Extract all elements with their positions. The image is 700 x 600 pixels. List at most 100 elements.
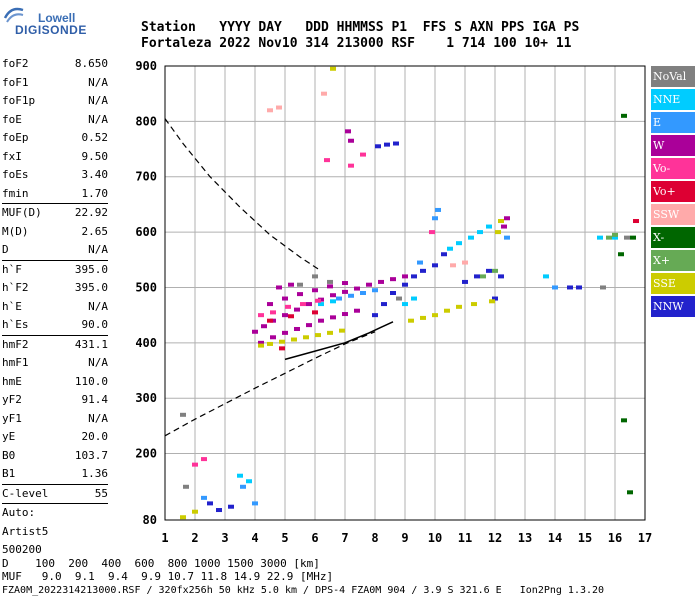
data-point [468, 235, 474, 240]
data-point [246, 479, 252, 484]
param-name: fmin [2, 186, 29, 200]
data-point [327, 330, 333, 335]
data-point [288, 314, 294, 319]
data-point [342, 312, 348, 317]
data-point [633, 219, 639, 224]
param-name: M(D) [2, 224, 29, 238]
x-tick-label: 5 [281, 531, 288, 545]
data-point [288, 282, 294, 287]
param-name: foE [2, 112, 22, 126]
param-name: C-level [2, 486, 49, 500]
header-values: Fortaleza 2022 Nov10 314 213000 RSF 1 71… [141, 36, 572, 51]
footer-distance-row: D 100 200 400 600 800 1000 1500 3000 [km… [2, 557, 320, 570]
param-row: D N/A [2, 241, 108, 260]
data-point [294, 307, 300, 312]
data-point [498, 219, 504, 224]
data-point [342, 289, 348, 294]
profile-curve-dashed-lower [164, 331, 376, 437]
data-point [267, 108, 273, 113]
logo-digisonde: DIGISONDE [15, 23, 87, 37]
param-value: 0.52 [81, 131, 109, 144]
x-tick-label: 12 [488, 531, 502, 545]
data-point [342, 281, 348, 286]
param-value: 395.0 [74, 262, 108, 276]
x-tick-label: 7 [341, 531, 348, 545]
param-name: h`F [2, 262, 22, 276]
x-tick-label: 14 [548, 531, 562, 545]
y-tick-label: 800 [135, 114, 157, 128]
data-point [252, 329, 258, 334]
data-point [504, 235, 510, 240]
data-point [360, 291, 366, 295]
param-value: 1.36 [81, 467, 109, 480]
data-point [201, 457, 207, 462]
param-value: 431.1 [74, 337, 108, 351]
legend-item: X- [651, 227, 695, 248]
data-point [384, 142, 390, 147]
data-point [201, 495, 207, 500]
data-point [576, 285, 582, 290]
y-tick-label: 80 [143, 513, 157, 527]
param-row: C-level 55 [2, 483, 108, 504]
param-row: foF2 8.650 [2, 55, 108, 74]
param-name: D [2, 243, 9, 256]
data-point [282, 313, 288, 318]
param-row: yE 20.0 [2, 428, 108, 447]
y-tick-label: 500 [135, 280, 157, 294]
profile-curve-dashed-upper [164, 118, 322, 272]
data-point [393, 141, 399, 146]
footer-muf-row: MUF 9.0 9.1 9.4 9.9 10.7 11.8 14.9 22.9 … [2, 570, 334, 583]
data-point [492, 296, 498, 301]
footer-file-info: FZA0M_2022314213000.RSF / 320fx256h 50 k… [2, 585, 605, 596]
x-tick-label: 10 [428, 531, 442, 545]
data-point [228, 504, 234, 509]
param-name: foF2 [2, 57, 29, 70]
x-tick-label: 1 [161, 531, 168, 545]
param-row: foF1p N/A [2, 92, 108, 111]
data-point [348, 138, 354, 143]
data-point [330, 293, 336, 298]
data-point [489, 299, 495, 304]
data-point [315, 298, 321, 303]
data-point [444, 308, 450, 313]
data-point [216, 508, 222, 513]
data-point [627, 490, 633, 495]
data-point [261, 324, 267, 329]
data-point [447, 246, 453, 251]
param-value: 22.92 [74, 206, 108, 219]
param-row: MUF(D) 22.92 [2, 203, 108, 223]
data-point [372, 288, 378, 293]
data-point [432, 263, 438, 268]
x-tick-label: 8 [371, 531, 378, 545]
data-point [237, 473, 243, 478]
data-point [330, 66, 336, 71]
param-value: 20.0 [81, 430, 109, 443]
legend-item: Vo- [651, 158, 695, 179]
param-name: foF1 [2, 75, 29, 89]
data-point [306, 302, 312, 307]
data-point [291, 337, 297, 342]
polarization-legend: NoVal NNE E W Vo- Vo+ SSW X- X+ SSE NNW [651, 66, 695, 319]
data-point [621, 113, 627, 118]
x-tick-label: 9 [401, 531, 408, 545]
param-name: 500200 [2, 543, 42, 556]
data-point [492, 268, 498, 273]
data-point [327, 284, 333, 289]
param-name: yE [2, 430, 16, 443]
legend-item: W [651, 135, 695, 156]
data-point [312, 274, 318, 279]
data-point [354, 286, 360, 291]
data-point [267, 318, 273, 323]
param-row: fmin 1.70 [2, 185, 108, 204]
data-point [597, 235, 603, 240]
param-row: foF1 N/A [2, 74, 108, 93]
legend-item: Vo+ [651, 181, 695, 202]
data-point [552, 285, 558, 290]
y-tick-label: 200 [135, 447, 157, 461]
data-point [336, 296, 342, 301]
param-row: Artist5 [2, 523, 108, 542]
logo-lowell: Lowell [38, 11, 76, 25]
y-tick-label: 900 [135, 59, 157, 73]
data-point [360, 152, 366, 157]
data-point [495, 230, 501, 235]
